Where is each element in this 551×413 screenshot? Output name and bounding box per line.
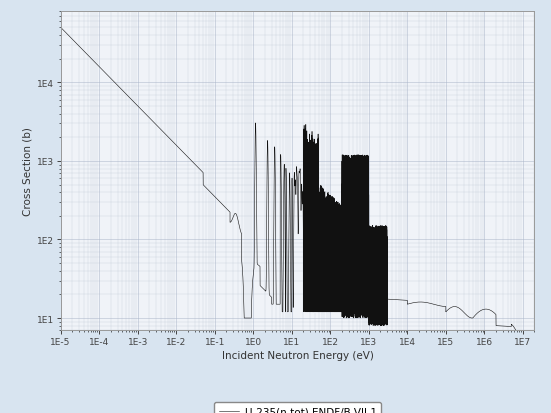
U-235(n,tot) ENDF/B-VII.1 bbox=[519, 336, 526, 341]
U-235(n,tot) ENDF/B-VII.1 bbox=[209, 192, 215, 197]
U-235(n,tot) ENDF/B-VII.1 bbox=[413, 300, 419, 305]
U-235(n,tot) ENDF/B-VII.1 bbox=[531, 333, 538, 338]
Y-axis label: Cross Section (b): Cross Section (b) bbox=[23, 127, 33, 216]
Legend: U-235(n,tot) ENDF/B-VII.1: U-235(n,tot) ENDF/B-VII.1 bbox=[214, 402, 381, 413]
X-axis label: Incident Neutron Energy (eV): Incident Neutron Energy (eV) bbox=[222, 351, 374, 361]
U-235(n,tot) ENDF/B-VII.1 bbox=[57, 26, 64, 31]
U-235(n,tot) ENDF/B-VII.1 bbox=[461, 310, 467, 315]
Line: U-235(n,tot) ENDF/B-VII.1: U-235(n,tot) ENDF/B-VII.1 bbox=[61, 28, 534, 339]
U-235(n,tot) ENDF/B-VII.1 bbox=[477, 309, 483, 314]
U-235(n,tot) ENDF/B-VII.1 bbox=[110, 79, 117, 84]
U-235(n,tot) ENDF/B-VII.1 bbox=[442, 304, 449, 309]
